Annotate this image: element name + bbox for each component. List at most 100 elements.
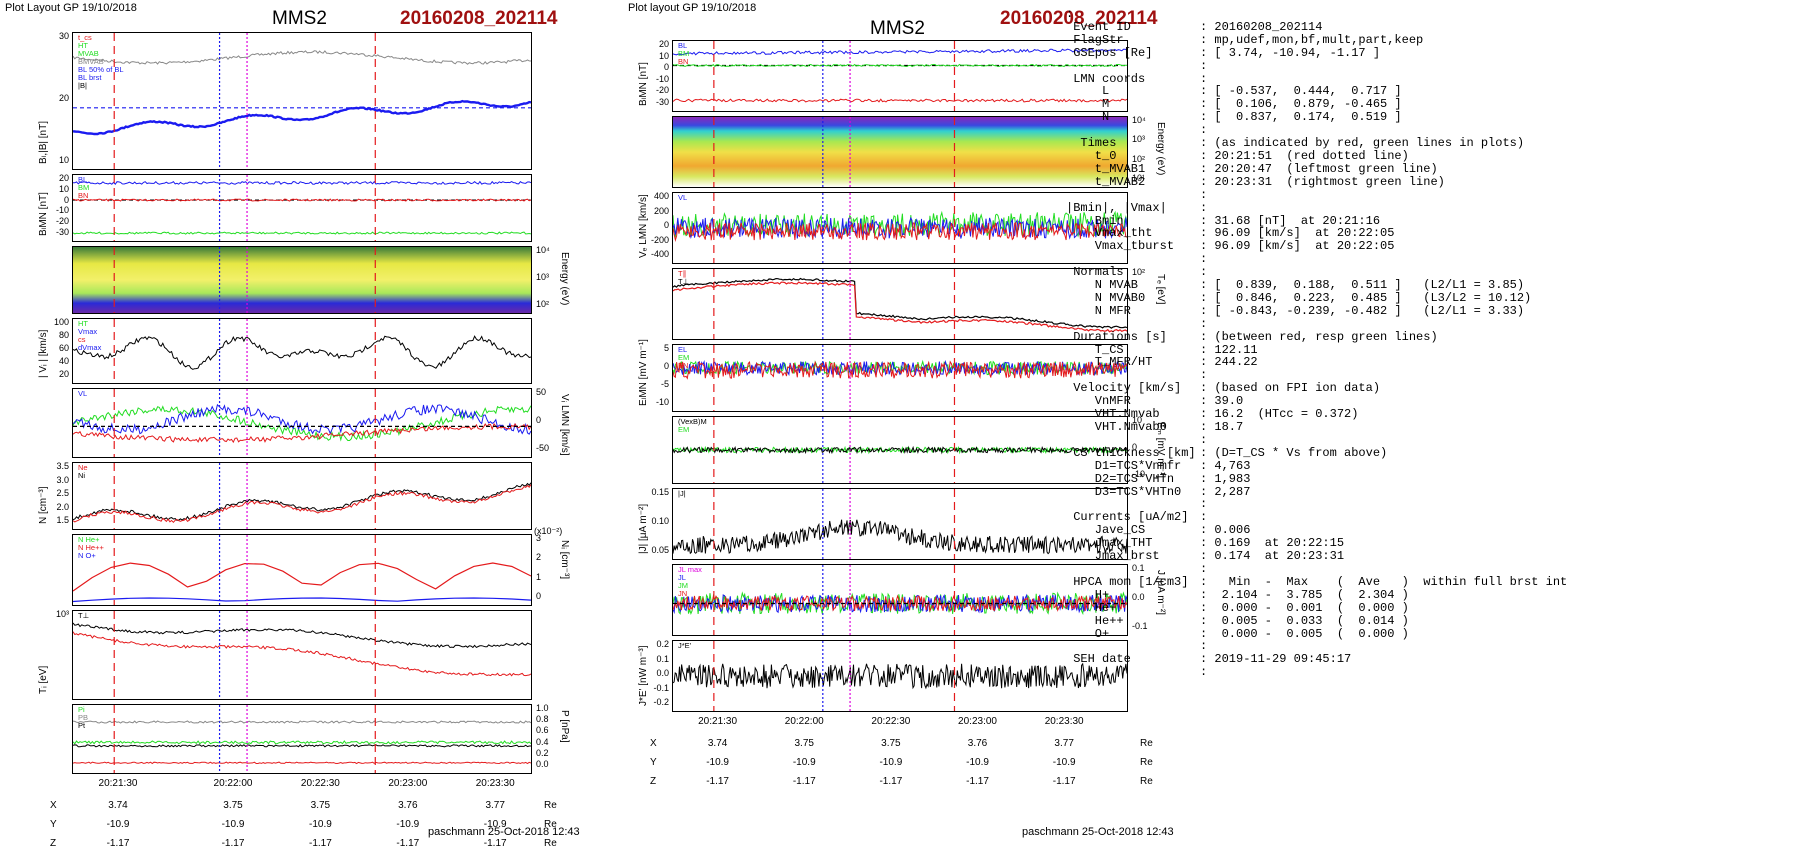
summary-value: : 1,983 <box>1200 471 1251 486</box>
summary-row: VnMFR: 39.0 <box>1066 395 1567 408</box>
legend-entry: BMVAB <box>78 57 104 66</box>
y-axis-label: N [cm⁻³] <box>38 486 49 525</box>
y-axis-label: BₗMN [nT] <box>38 192 49 236</box>
panel-plot <box>673 489 1127 559</box>
panel-middle-jabs <box>672 488 1128 560</box>
summary-row: t_0: 20:21:51 (red dotted line) <box>1066 150 1567 163</box>
position-value: -10.9 <box>106 819 130 830</box>
data-trace <box>673 98 1127 103</box>
legend-entry: Vmax <box>78 327 98 336</box>
summary-row: D2=TCS*VHTn: 1,983 <box>1066 471 1567 486</box>
y-axis-label: |J| [μA m⁻²] <box>638 503 649 554</box>
summary-value: : (D=T_CS * Vs from above) <box>1200 445 1388 460</box>
summary-key: LMN coords <box>1066 71 1146 86</box>
summary-value: : <box>1200 561 1208 576</box>
summary-key: GSEpos [Re] <box>1066 45 1153 60</box>
x-tick-label: 20:23:00 <box>958 716 997 727</box>
summary-row: He+: 0.000 - 0.001 ( 0.000 ) <box>1066 601 1567 615</box>
panel-plot <box>73 175 531 241</box>
y-tick-label: 0.8 <box>536 714 549 725</box>
panel-middle-e <box>672 344 1128 412</box>
data-trace <box>673 359 1127 377</box>
summary-row: D3=TCS*VHTn0: 2,287 <box>1066 485 1567 499</box>
data-trace <box>73 631 531 677</box>
summary-row: CS thickness [km]: (D=T_CS * Vs from abo… <box>1066 445 1567 460</box>
legend-entry: t_cs <box>78 33 92 42</box>
summary-row: T_CS: 122.11 <box>1066 343 1567 357</box>
y-tick-label: -30 <box>55 227 69 237</box>
data-trace <box>73 744 531 748</box>
y-tick-label: -20 <box>655 85 669 96</box>
summary-row: Vmax_tht: 96.09 [km/s] at 20:22:05 <box>1066 227 1567 240</box>
data-trace <box>73 99 531 136</box>
x-tick-label: 20:22:00 <box>784 716 824 727</box>
panel-middle-te <box>672 268 1128 340</box>
summary-value: : mp,udef,mon,bf,mult,part,keep <box>1200 32 1424 47</box>
y-tick-label: 60 <box>58 343 69 353</box>
data-trace <box>673 281 1127 333</box>
summary-key: D1=TCS*Vnmfr <box>1066 458 1182 473</box>
summary-row: M: [ 0.106, 0.879, -0.465 ] <box>1066 98 1567 111</box>
summary-value: : <box>1200 71 1208 86</box>
y-tick-label: 0 <box>536 415 542 425</box>
y-tick-label: 100 <box>53 317 69 327</box>
legend-entry: BM <box>678 49 690 58</box>
event-summary: : Event ID: 20160208_202114 FlagStr: mp,… <box>1066 8 1567 679</box>
data-trace <box>73 484 531 524</box>
summary-value: : [ -0.843, -0.239, -0.482 ] (L2/L1 = 3.… <box>1200 303 1525 318</box>
summary-key: O+ <box>1066 626 1110 641</box>
summary-key: Currents [uA/m2] <box>1066 510 1189 525</box>
data-trace <box>73 180 531 185</box>
position-label: X <box>50 800 57 811</box>
y-tick-label: -10 <box>655 397 669 407</box>
summary-key: FlagStr <box>1066 32 1124 47</box>
legend-entry: dVmax <box>78 343 102 352</box>
data-trace <box>73 335 531 370</box>
summary-value: : <box>1200 665 1208 680</box>
y-tick-label: 0.2 <box>536 747 549 758</box>
middle-header: Plot layout GP 19/10/2018 <box>628 2 757 14</box>
y-tick-label: 0.1 <box>1132 563 1145 573</box>
summary-key: N <box>1066 110 1110 125</box>
position-label: X <box>650 738 657 749</box>
legend-entry: EL <box>678 345 688 354</box>
legend-entry: BL <box>678 41 688 50</box>
summary-row: Normals: <box>1066 266 1567 279</box>
summary-key: VnMFR <box>1066 394 1131 409</box>
y-tick-label: 20 <box>58 173 69 183</box>
summary-key: Times <box>1066 136 1117 151</box>
summary-value: : <box>1200 187 1208 202</box>
legend-entry: |B| <box>78 81 87 90</box>
summary-row: Vmax_tburst: 96.09 [km/s] at 20:22:05 <box>1066 240 1567 253</box>
summary-key: N MFR <box>1066 303 1131 318</box>
summary-value: : 31.68 [nT] at 20:21:16 <box>1200 213 1381 228</box>
summary-key: t_MVAB1 <box>1066 161 1146 176</box>
y-tick-label: 0.4 <box>536 736 549 747</box>
summary-value: : 4,763 <box>1200 458 1251 473</box>
position-value: 3.77 <box>485 800 505 811</box>
spectrogram <box>673 117 1127 187</box>
panel-plot <box>73 33 531 169</box>
x-tick-label: 20:21:30 <box>98 778 138 789</box>
position-value: 3.75 <box>310 800 331 811</box>
legend-entry: Ne <box>78 463 88 472</box>
position-value: 3.75 <box>794 738 814 749</box>
summary-key: Vmax_tburst <box>1066 239 1175 254</box>
position-value: 3.74 <box>707 738 728 749</box>
position-unit: Re <box>1140 757 1153 768</box>
summary-row: |Bmin|, |Vmax|: <box>1066 200 1567 215</box>
position-value: -1.17 <box>966 776 989 787</box>
summary-value: : (based on FPI ion data) <box>1200 381 1381 396</box>
summary-value: : <box>1200 316 1208 331</box>
y-tick-label: 10² <box>536 299 550 309</box>
y-tick-label: -0.2 <box>653 697 669 707</box>
summary-value: : <box>1200 200 1208 215</box>
summary-value: : [ 0.846, 0.223, 0.485 ] (L3/L2 = 10.12… <box>1200 290 1532 305</box>
data-trace <box>673 277 1127 329</box>
y-axis-label: J*E' [nW m⁻³] <box>638 645 649 706</box>
legend-entry: BL brst <box>78 73 102 82</box>
position-value: 3.75 <box>881 738 901 749</box>
y-tick-label: -200 <box>650 234 669 245</box>
y-tick-label: 1.0 <box>536 703 549 713</box>
data-trace <box>73 761 531 765</box>
